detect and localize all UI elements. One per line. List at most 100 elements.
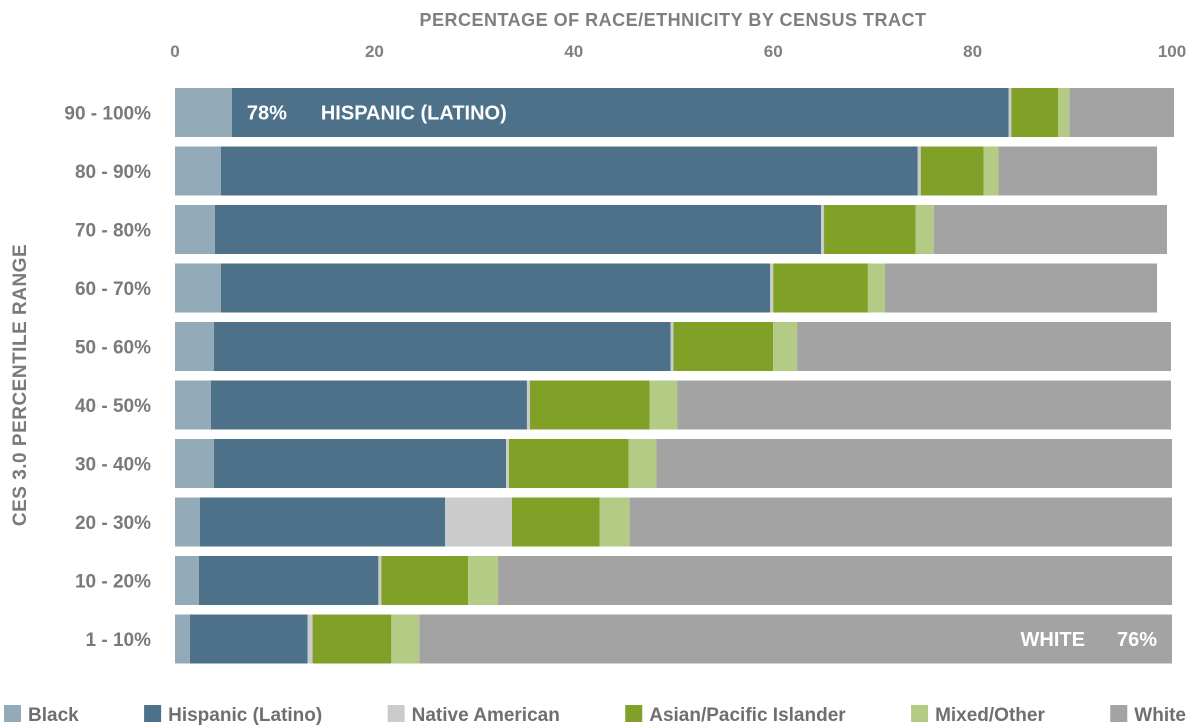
bar-segment-hispanic-latino (198, 556, 379, 605)
category-label: 50 - 60% (75, 338, 151, 359)
bar-segment-white (933, 205, 1168, 254)
bar-segment-black (175, 205, 215, 254)
bar-segment-white (677, 380, 1172, 430)
legend-label: Black (28, 705, 79, 726)
bar-annotation: WHITE (1021, 629, 1085, 651)
legend-item-asian-pacific-islander: Asian/Pacific Islander (625, 705, 846, 726)
bar-segment-white (884, 263, 1158, 313)
chart-title: PERCENTAGE OF RACE/ETHNICITY BY CENSUS T… (419, 10, 926, 30)
category-label: 20 - 30% (75, 513, 151, 534)
x-tick-label: 40 (564, 42, 583, 61)
x-tick-label: 20 (365, 42, 384, 61)
bar-segment-hispanic-latino (214, 205, 822, 254)
category-label: 60 - 70% (75, 279, 151, 300)
bar-segment-mixed-other (983, 146, 999, 196)
bar-segment-asian-pacific-islander (312, 614, 392, 664)
bar-segment-native-american (821, 205, 825, 254)
legend-swatch (625, 705, 643, 722)
bar-segment-mixed-other (628, 439, 657, 488)
bar-segment-mixed-other (915, 205, 934, 254)
legend-item-black: Black (4, 705, 79, 726)
annotations: 78% HISPANIC (LATINO) WHITE 76% (247, 103, 1157, 652)
bar-segment-white (498, 556, 1172, 605)
bar-segment-mixed-other (649, 380, 678, 430)
bar-segment-asian-pacific-islander (381, 556, 469, 605)
legend-label: White (1134, 705, 1186, 726)
legend-item-native-american: Native American (387, 705, 560, 726)
legend-swatch (4, 705, 21, 722)
bar-segment-white (629, 497, 1172, 547)
category-label: 1 - 10% (86, 630, 152, 651)
bar-segment-asian-pacific-islander (508, 439, 629, 488)
legend-swatch (144, 705, 162, 722)
bar-segment-black (175, 88, 232, 137)
category-label: 10 - 20% (75, 572, 151, 593)
bar-annotation: 78% (247, 103, 287, 125)
category-label: 30 - 40% (75, 455, 151, 476)
bar-annotation: 76% (1117, 629, 1157, 651)
x-tick-label: 100 (1158, 42, 1186, 61)
bar-segment-asian-pacific-islander (920, 146, 984, 196)
legend-item-mixed-other: Mixed/Other (911, 705, 1045, 726)
legend-swatch (911, 705, 929, 722)
legend-item-white: White (1110, 705, 1186, 726)
bar-segment-white (1069, 88, 1174, 137)
bar-segment-black (175, 263, 221, 313)
bar-segment-native-american (670, 322, 674, 371)
bar-segment-native-american (307, 614, 313, 664)
bar-segment-native-american (526, 380, 530, 430)
bar-segment-native-american (770, 263, 774, 313)
bar-segment-mixed-other (468, 556, 499, 605)
bar-segment-white (998, 146, 1158, 196)
bar-segment-mixed-other (867, 263, 885, 313)
y-axis-label: CES 3.0 PERCENTILE RANGE (10, 244, 31, 526)
bar-segment-hispanic-latino (189, 614, 308, 664)
bar-segment-asian-pacific-islander (673, 322, 774, 371)
bar-segment-black (175, 322, 214, 371)
legend-item-hispanic-latino: Hispanic (Latino) (144, 705, 322, 726)
bar-segment-black (175, 146, 221, 196)
x-tick-label: 0 (170, 42, 179, 61)
legend-label: Mixed/Other (935, 705, 1045, 726)
bar-segment-black (175, 497, 200, 547)
bar-segment-hispanic-latino (213, 439, 507, 488)
bar-segment-mixed-other (391, 614, 420, 664)
bar-segment-black (175, 614, 190, 664)
legend: Black Hispanic (Latino) Native American Asi… (4, 705, 1186, 726)
bar-segment-native-american (917, 146, 921, 196)
x-axis-ticks: 0 20 40 60 80 100 (170, 42, 1186, 61)
legend-label: Asian/Pacific Islander (649, 705, 846, 726)
bar-segment-white (419, 614, 1172, 664)
bar-segment-black (175, 556, 199, 605)
bar-segment-white (797, 322, 1172, 371)
category-label: 90 - 100% (64, 104, 151, 125)
bar-annotation: HISPANIC (LATINO) (321, 103, 507, 125)
category-label: 40 - 50% (75, 396, 151, 417)
bar-segment-native-american (445, 497, 512, 547)
bar-segment-asian-pacific-islander (824, 205, 916, 254)
bar-segment-asian-pacific-islander (511, 497, 600, 547)
category-label: 70 - 80% (75, 221, 151, 242)
legend-swatch (387, 705, 405, 722)
bar-segment-asian-pacific-islander (529, 380, 650, 430)
bar-segment-native-american (1008, 88, 1012, 137)
category-labels: 90 - 100% 80 - 90% 70 - 80% 60 - 70% 50 - 60… (64, 104, 151, 652)
bar-segment-mixed-other (599, 497, 630, 547)
category-label: 80 - 90% (75, 162, 151, 183)
bar-segment-black (175, 439, 214, 488)
x-tick-label: 80 (963, 42, 982, 61)
legend-label: Hispanic (Latino) (168, 705, 322, 726)
bar-segment-native-american (506, 439, 509, 488)
legend-label: Native American (412, 705, 560, 726)
bar-segment-asian-pacific-islander (773, 263, 868, 313)
bar-segment-mixed-other (1058, 88, 1070, 137)
bar-segment-hispanic-latino (231, 88, 1009, 137)
bar-segment-hispanic-latino (213, 322, 671, 371)
bar-segment-hispanic-latino (210, 380, 527, 430)
x-tick-label: 60 (764, 42, 783, 61)
bar-segment-asian-pacific-islander (1011, 88, 1059, 137)
bar-segment-hispanic-latino (220, 263, 771, 313)
bar-segment-mixed-other (773, 322, 798, 371)
bar-segment-hispanic-latino (220, 146, 918, 196)
